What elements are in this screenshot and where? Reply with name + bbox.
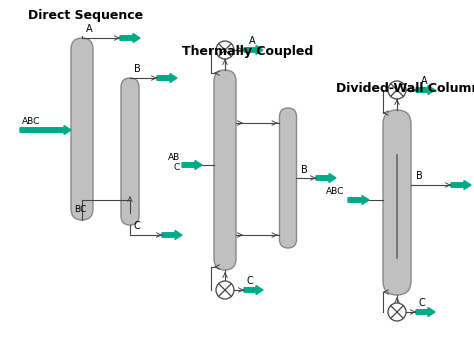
Circle shape	[388, 81, 406, 99]
Text: B: B	[134, 64, 141, 74]
FancyArrow shape	[316, 173, 336, 183]
Text: C: C	[134, 221, 141, 231]
FancyArrow shape	[416, 308, 435, 316]
Circle shape	[388, 303, 406, 321]
FancyArrow shape	[451, 180, 471, 189]
Text: AB: AB	[168, 152, 180, 162]
Text: ABC: ABC	[22, 117, 40, 126]
Text: A: A	[86, 24, 92, 34]
Text: Thermally Coupled: Thermally Coupled	[182, 46, 313, 58]
FancyArrow shape	[120, 33, 140, 42]
FancyBboxPatch shape	[71, 38, 93, 220]
FancyArrow shape	[162, 230, 182, 240]
FancyArrow shape	[416, 85, 435, 94]
FancyArrow shape	[348, 195, 369, 204]
FancyArrow shape	[20, 126, 71, 135]
FancyArrow shape	[182, 161, 202, 169]
Text: C: C	[174, 162, 180, 172]
FancyBboxPatch shape	[121, 78, 139, 225]
Text: Direct Sequence: Direct Sequence	[28, 10, 143, 22]
FancyBboxPatch shape	[214, 70, 236, 270]
Text: C: C	[247, 276, 254, 286]
FancyArrow shape	[244, 286, 263, 294]
FancyArrow shape	[244, 46, 263, 54]
Text: Divided-Wall Column: Divided-Wall Column	[336, 82, 474, 94]
Text: C: C	[419, 298, 426, 308]
Circle shape	[216, 281, 234, 299]
Text: A: A	[421, 76, 428, 86]
Circle shape	[216, 41, 234, 59]
FancyBboxPatch shape	[280, 108, 297, 248]
Text: BC: BC	[74, 205, 86, 215]
FancyBboxPatch shape	[383, 110, 411, 295]
Text: A: A	[249, 36, 255, 46]
Text: ABC: ABC	[326, 188, 344, 197]
Text: B: B	[416, 171, 423, 181]
Text: B: B	[301, 165, 308, 175]
FancyArrow shape	[157, 73, 177, 83]
